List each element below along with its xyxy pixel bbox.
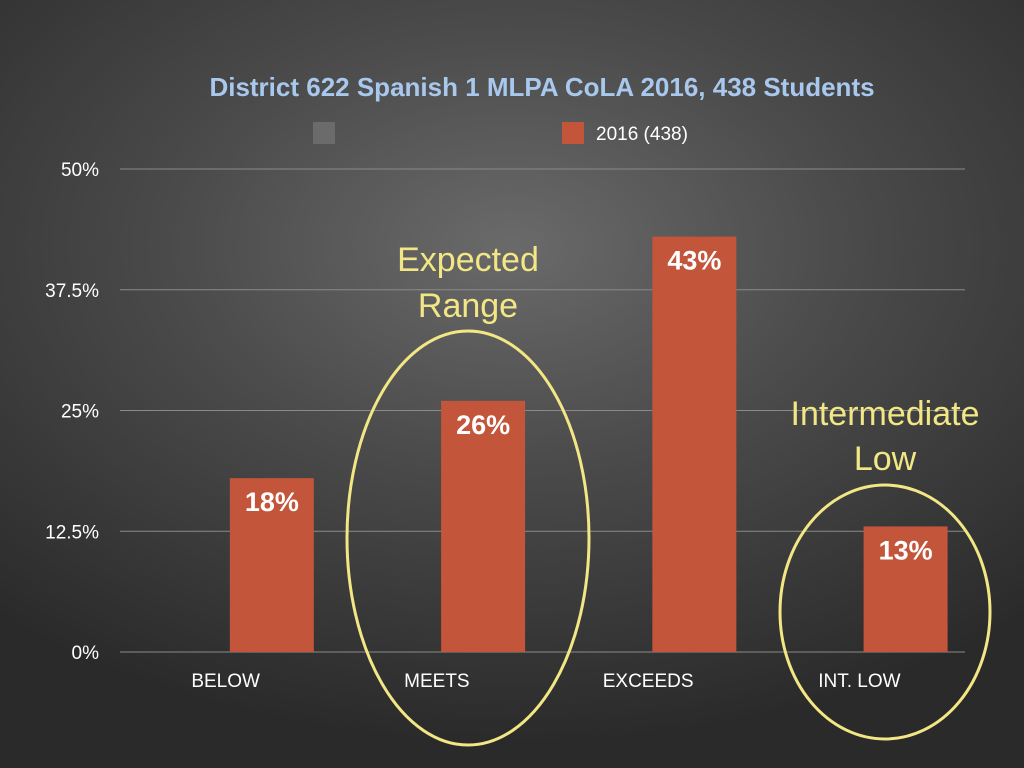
bar-value-label: 18% [245,487,299,517]
x-category-label: MEETS [404,671,469,692]
intermediate-low-label-line2: Low [854,440,917,478]
intermediate-low-label-line1: Intermediate [791,395,980,433]
legend-label-2016: 2016 (438) [596,124,688,145]
bar-exceeds [652,236,737,652]
y-tick-label: 25% [61,402,99,423]
expected-range-label-line2: Range [418,287,518,325]
intermediate-low-ellipse [778,483,992,741]
annotations: Expected Range Intermediate Low [345,241,992,747]
value-labels: 18% 26% 43% 13% [245,246,933,566]
bars [229,236,948,652]
expected-range-label-line1: Expected [397,241,539,279]
bar-value-label: 13% [879,535,933,565]
x-category-label: BELOW [191,671,260,692]
chart-legend: 2016 (438) [313,122,688,145]
expected-range-ellipse [345,329,591,747]
bar-int-low [863,526,948,652]
x-category-label: INT. LOW [818,671,900,692]
y-tick-label: 50% [61,160,99,181]
x-category-label: EXCEEDS [603,671,694,692]
bar-below [229,478,314,652]
bar-meets [441,400,526,652]
legend-swatch-empty-series [313,122,335,144]
y-tick-label: 37.5% [45,281,99,302]
y-axis-ticks: 0% 12.5% 25% 37.5% 50% [45,160,99,664]
chart-title: District 622 Spanish 1 MLPA CoLA 2016, 4… [209,72,874,102]
x-axis-labels: BELOW MEETS EXCEEDS INT. LOW [191,671,900,692]
legend-swatch-2016 [562,122,584,144]
y-tick-label: 12.5% [45,522,99,543]
y-tick-label: 0% [72,643,100,664]
bar-value-label: 43% [667,246,721,276]
bar-value-label: 26% [456,410,510,440]
